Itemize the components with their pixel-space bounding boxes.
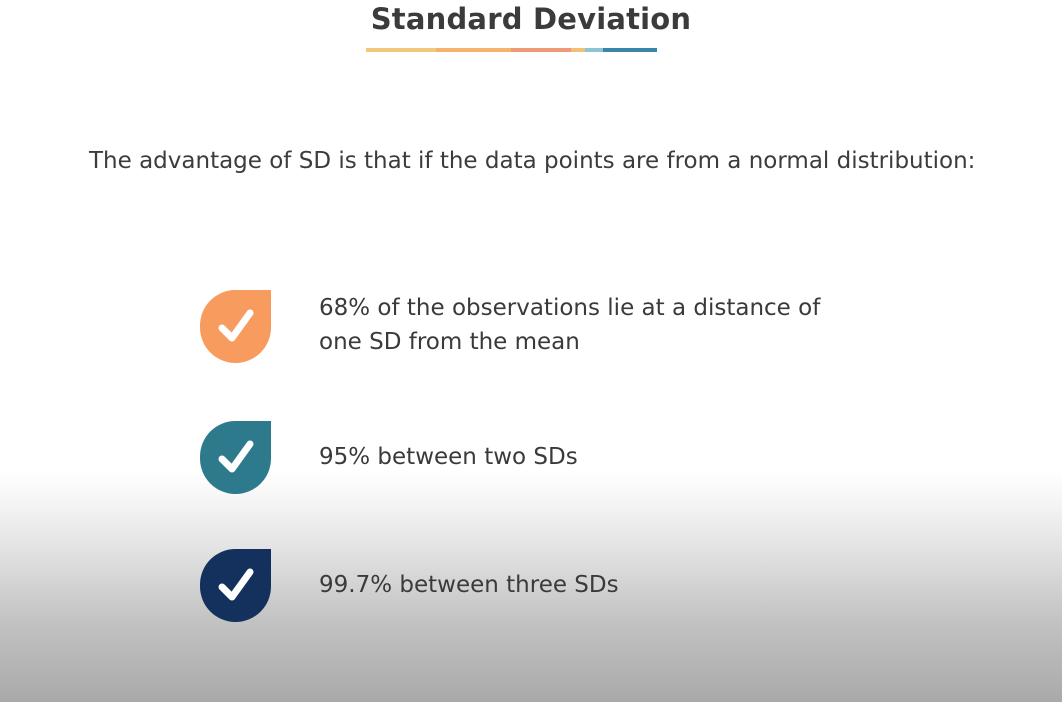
check-icon — [218, 309, 253, 341]
check-badge — [200, 549, 271, 622]
intro-text: The advantage of SD is that if the data … — [89, 148, 976, 174]
underline-segment — [436, 48, 511, 52]
item-text-line: one SD from the mean — [319, 329, 580, 355]
underline-segment — [511, 48, 571, 52]
underline-segment — [585, 48, 603, 52]
item-text-line: 99.7% between three SDs — [319, 572, 619, 598]
item-text-line: 68% of the observations lie at a distanc… — [319, 295, 821, 321]
item-text: 68% of the observations lie at a distanc… — [319, 291, 820, 359]
list-item: 95% between two SDs — [200, 421, 900, 497]
check-icon — [218, 440, 253, 472]
slide-title: Standard Deviation — [370, 2, 692, 36]
item-text: 95% between two SDs — [319, 440, 578, 474]
check-badge — [200, 290, 271, 363]
check-icon — [218, 568, 253, 600]
underline-segment — [571, 48, 585, 52]
item-text-line: 95% between two SDs — [319, 444, 578, 470]
underline-segment — [366, 48, 436, 52]
list-item: 68% of the observations lie at a distanc… — [200, 290, 900, 366]
underline-segment — [603, 48, 657, 52]
check-badge — [200, 421, 271, 494]
list-item: 99.7% between three SDs — [200, 549, 900, 625]
title-underline — [366, 48, 657, 52]
item-text: 99.7% between three SDs — [319, 568, 619, 602]
